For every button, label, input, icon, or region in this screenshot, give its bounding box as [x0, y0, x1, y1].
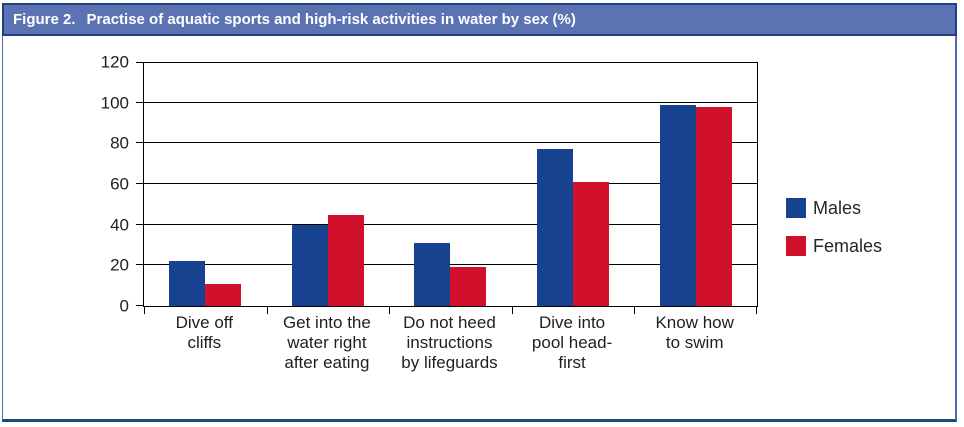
plot-area [143, 62, 758, 314]
figure-number-label: Figure 2. [13, 11, 76, 28]
bar-males-3 [537, 149, 574, 306]
y-tick-label-100: 100 [100, 93, 129, 113]
x-tick-0 [144, 307, 145, 314]
x-tick-2 [389, 307, 391, 314]
category-slot-0 [144, 62, 267, 306]
bar-females-2 [450, 267, 487, 306]
y-tick-60 [136, 183, 143, 184]
x-tick-4 [634, 307, 636, 314]
figure-title-text: Practise of aquatic sports and high-risk… [86, 11, 576, 28]
category-slot-4 [634, 62, 757, 306]
x-category-label-1: Get into the water right after eating [282, 313, 371, 372]
y-tick-label-20: 20 [110, 255, 129, 275]
x-category-label-4: Know how to swim [655, 313, 734, 352]
y-tick-20 [136, 264, 143, 266]
y-tick-40 [136, 223, 143, 225]
bar-females-4 [695, 106, 732, 306]
x-category-label-3: Dive into pool head- first [531, 313, 613, 372]
y-tick-label-40: 40 [110, 215, 129, 235]
y-axis-labels: 0 20 40 60 80 100 120 [85, 54, 143, 315]
y-tick-label-0: 0 [119, 296, 129, 316]
y-tick-0 [136, 305, 143, 306]
x-category-label-0: Dive off cliffs [175, 313, 233, 352]
legend-swatch-females [786, 236, 806, 256]
x-tick-3 [511, 307, 513, 314]
y-tick-label-80: 80 [110, 133, 129, 153]
bar-males-2 [414, 242, 451, 306]
bar-males-0 [169, 261, 206, 306]
legend-label-males: Males [813, 198, 862, 218]
bar-females-3 [573, 181, 610, 306]
y-tick-label-120: 120 [100, 52, 129, 72]
x-tick-1 [266, 307, 268, 314]
category-slot-1 [267, 62, 390, 306]
bar-males-1 [291, 224, 328, 306]
legend-item-males: Males [786, 198, 882, 218]
figure-title-bar: Figure 2. Practise of aquatic sports and… [2, 3, 957, 36]
chart-legend: Males Females [786, 198, 882, 274]
y-tick-120 [136, 62, 143, 63]
y-tick-label-60: 60 [110, 174, 129, 194]
bar-females-0 [205, 283, 242, 306]
category-slot-3 [512, 62, 635, 306]
legend-label-females: Females [813, 236, 883, 256]
x-axis-labels: Dive off cliffs Get into the water right … [143, 313, 756, 373]
y-tick-100 [136, 101, 143, 103]
x-tick-5 [756, 307, 757, 314]
category-slot-2 [389, 62, 512, 306]
y-tick-80 [136, 142, 143, 144]
legend-item-females: Females [786, 236, 882, 256]
bar-males-4 [659, 104, 696, 306]
legend-swatch-males [786, 198, 806, 218]
bar-females-1 [327, 214, 364, 306]
x-category-label-2: Do not heed instructions by lifeguards [401, 313, 498, 372]
